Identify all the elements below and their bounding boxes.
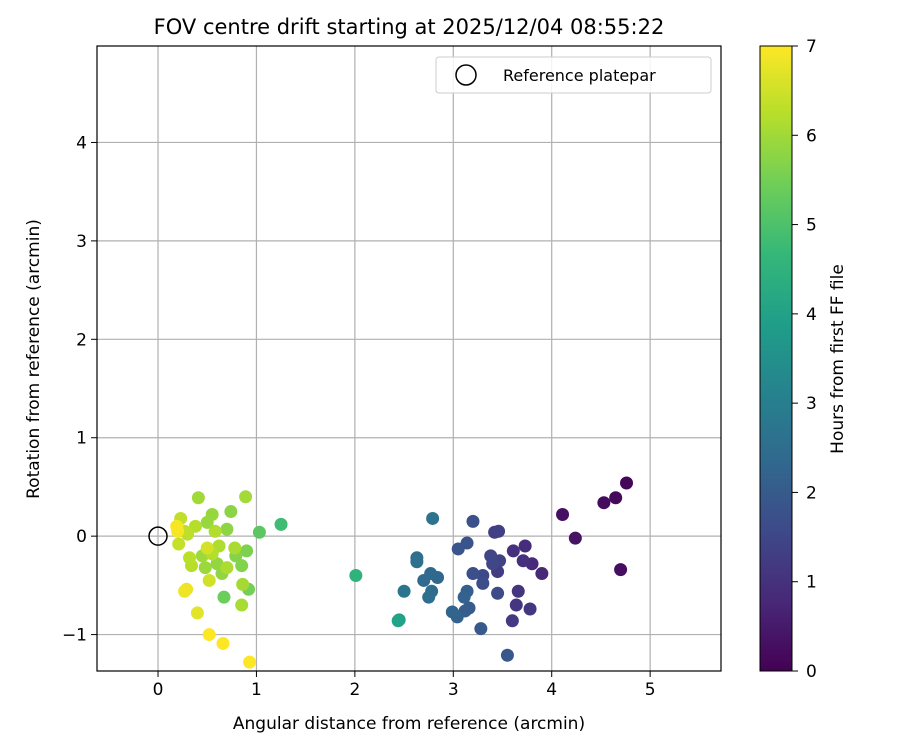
data-point	[200, 515, 214, 529]
chart-title: FOV centre drift starting at 2025/12/04 …	[154, 15, 665, 39]
y-tick-label: 2	[76, 330, 87, 350]
y-tick-label: 1	[76, 429, 87, 449]
data-point	[491, 586, 505, 600]
data-point	[243, 655, 257, 669]
data-point	[422, 590, 436, 604]
x-axis-label: Angular distance from reference (arcmin)	[233, 714, 585, 734]
data-point	[614, 563, 628, 577]
data-point	[198, 561, 212, 575]
data-point	[451, 542, 465, 556]
colorbar-tick-label: 4	[806, 305, 817, 325]
data-point	[224, 505, 238, 519]
colorbar-tick-label: 2	[806, 483, 817, 503]
colorbar-tick-label: 3	[806, 394, 817, 414]
data-point	[349, 569, 363, 583]
x-tick-label: 2	[349, 680, 360, 700]
legend: Reference platepar	[435, 56, 712, 94]
data-point	[274, 517, 288, 531]
data-point	[620, 476, 634, 490]
data-point	[216, 636, 230, 650]
y-tick-label: 4	[76, 133, 87, 153]
data-point	[445, 605, 459, 619]
data-point	[252, 525, 266, 539]
data-point	[457, 590, 471, 604]
data-point	[417, 573, 431, 587]
x-tick-label: 4	[546, 680, 557, 700]
data-point	[506, 544, 520, 558]
colorbar-tick-label: 1	[806, 573, 817, 593]
x-tick-label: 3	[448, 680, 459, 700]
data-point	[172, 537, 186, 551]
y-axis-ticks: −1 0 1 2 3 4	[62, 133, 97, 646]
data-point	[208, 524, 222, 538]
data-point	[235, 559, 249, 573]
data-point	[235, 598, 249, 612]
colorbar-tick-label: 6	[806, 126, 817, 146]
data-point	[505, 614, 519, 628]
legend-box	[435, 56, 712, 94]
data-point	[476, 576, 490, 590]
colorbar-tick-label: 0	[806, 662, 817, 682]
y-tick-label: 0	[76, 527, 87, 547]
data-point	[568, 531, 582, 545]
data-point	[500, 648, 514, 662]
data-point	[210, 557, 224, 571]
data-point	[597, 496, 611, 510]
data-point	[609, 491, 623, 505]
legend-label: Reference platepar	[503, 66, 656, 85]
data-point	[535, 567, 549, 581]
data-point	[466, 514, 480, 528]
x-axis-ticks: 0 1 2 3 4 5	[153, 671, 656, 700]
y-tick-label: −1	[62, 626, 87, 646]
data-point	[492, 524, 506, 538]
x-tick-label: 0	[153, 680, 164, 700]
data-point	[397, 584, 411, 598]
data-point	[228, 541, 242, 555]
data-point	[240, 544, 254, 558]
legend-marker-open-circle	[455, 64, 477, 86]
data-point	[518, 539, 532, 553]
data-point	[178, 584, 192, 598]
data-point	[511, 584, 525, 598]
data-point	[466, 567, 480, 581]
data-point	[202, 628, 216, 642]
data-point	[410, 555, 424, 569]
data-point	[509, 598, 523, 612]
data-point	[200, 541, 214, 555]
data-point	[236, 577, 250, 591]
data-point	[391, 614, 405, 628]
grid	[97, 46, 721, 671]
y-axis-label: Rotation from reference (arcmin)	[24, 219, 44, 499]
data-point	[474, 622, 488, 636]
data-point	[239, 490, 253, 504]
y-tick-label: 3	[76, 232, 87, 252]
data-point	[170, 519, 184, 533]
plot-frame	[96, 45, 722, 672]
data-point	[486, 557, 500, 571]
data-point	[556, 508, 570, 522]
data-point	[202, 573, 216, 587]
data-point	[191, 491, 205, 505]
colorbar-label: Hours from first FF file	[828, 264, 848, 454]
data-point	[523, 602, 537, 616]
data-point	[183, 551, 197, 565]
data-point	[188, 519, 202, 533]
data-point	[220, 522, 234, 536]
data-point	[220, 561, 234, 575]
colorbar-tick-label: 7	[806, 37, 817, 57]
colorbar-ticks: 0 1 2 3 4 5 6 7	[792, 37, 817, 682]
data-point	[516, 554, 530, 568]
scatter-points	[170, 476, 634, 669]
reference-platepar-marker	[148, 526, 168, 546]
data-point	[426, 511, 440, 525]
data-point	[190, 606, 204, 620]
x-tick-label: 1	[251, 680, 262, 700]
colorbar	[759, 45, 793, 672]
data-point	[217, 590, 231, 604]
x-tick-label: 5	[645, 680, 656, 700]
colorbar-tick-label: 5	[806, 216, 817, 236]
